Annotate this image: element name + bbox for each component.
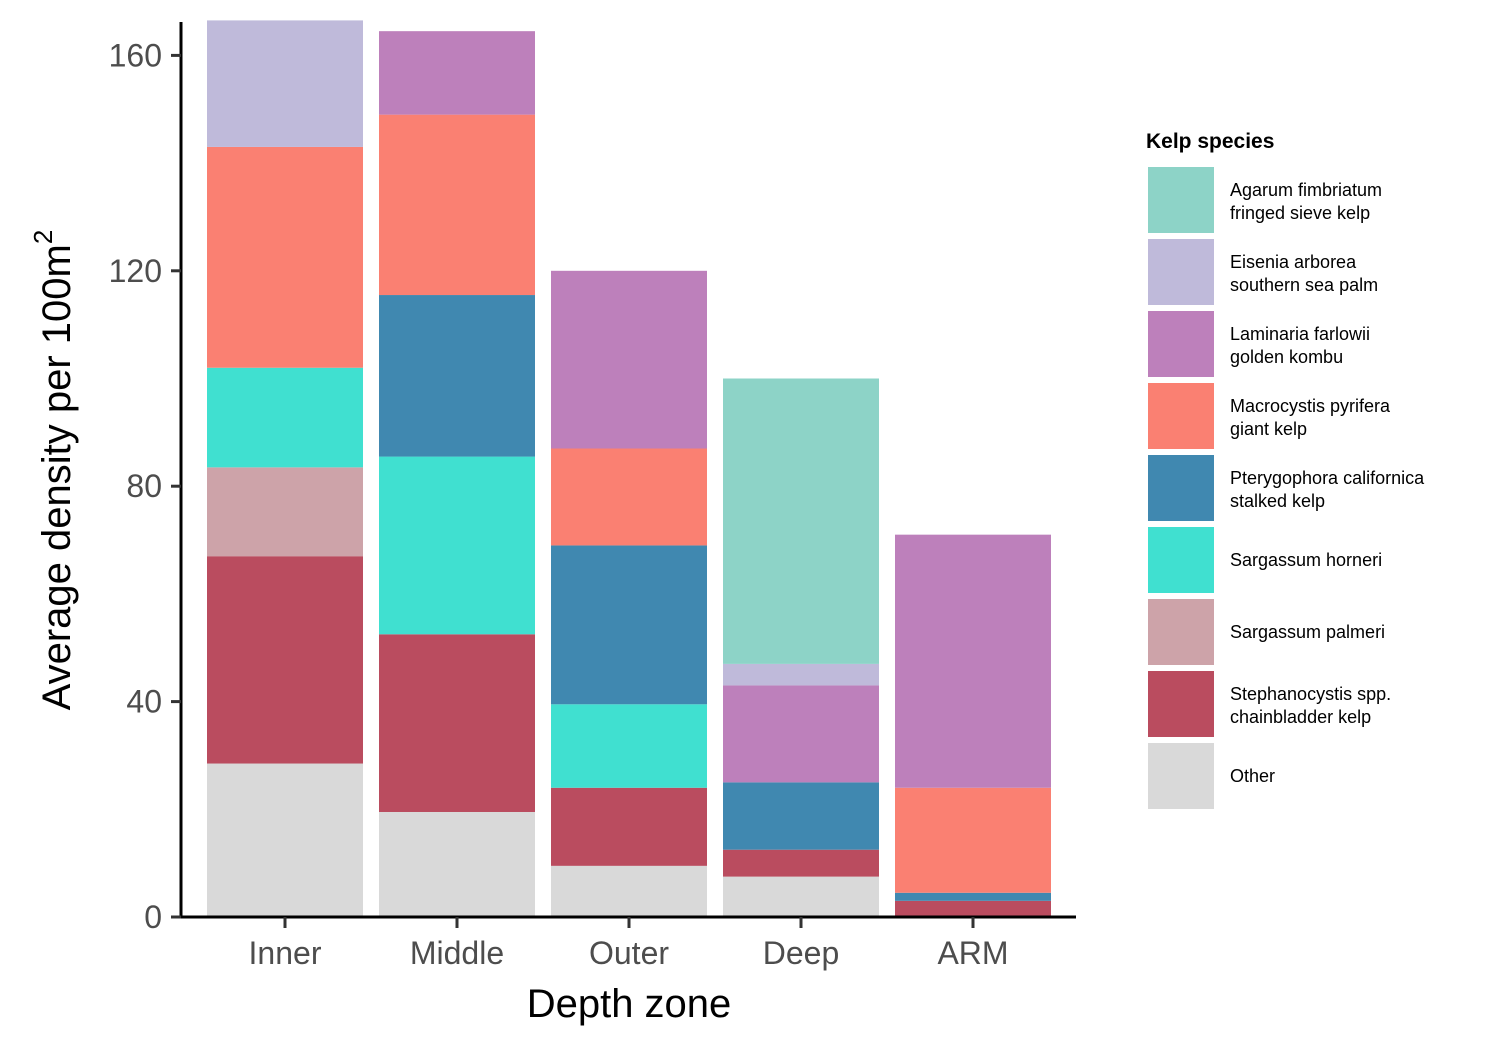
bar-segment (379, 114, 535, 296)
bar-segment (551, 787, 707, 866)
legend: Kelp species Agarum fimbriatum fringed si… (1146, 130, 1425, 809)
legend-label: Sargassum horneri (1230, 550, 1382, 570)
legend-label-line1: Stephanocystis spp. (1230, 684, 1391, 704)
y-tick-label: 40 (126, 684, 162, 720)
bars-layer (207, 20, 1051, 917)
legend-item: Macrocystis pyrifera giant kelp (1148, 383, 1391, 449)
y-axis-title: Average density per 100m2 (28, 230, 79, 711)
legend-label: Other (1230, 766, 1275, 786)
legend-label-line1: Agarum fimbriatum (1230, 180, 1382, 200)
legend-label-line1: Pterygophora californica (1230, 468, 1425, 488)
bar-segment (551, 545, 707, 705)
bar-segment (207, 763, 363, 917)
bar-segment (895, 892, 1051, 901)
bar-segment (895, 534, 1051, 788)
legend-item: Sargassum horneri (1148, 527, 1382, 593)
legend-label-line2: fringed sieve kelp (1230, 203, 1370, 223)
bar-segment (551, 270, 707, 449)
x-tick-label: Deep (763, 935, 840, 971)
bar-segment (207, 146, 363, 368)
legend-item: Sargassum palmeri (1148, 599, 1385, 665)
legend-item: Stephanocystis spp. chainbladder kelp (1148, 671, 1391, 737)
x-axis-title: Depth zone (527, 982, 732, 1026)
x-tick-label: Inner (249, 935, 322, 971)
y-tick-label: 0 (144, 899, 162, 935)
bar-segment (551, 704, 707, 788)
legend-key (1148, 671, 1214, 737)
bar-segment (379, 634, 535, 812)
bar-segment (551, 865, 707, 917)
legend-item: Laminaria farlowii golden kombu (1148, 311, 1370, 377)
legend-label-line2: southern sea palm (1230, 275, 1378, 295)
bar-segment (895, 900, 1051, 917)
legend-label-line2: giant kelp (1230, 419, 1307, 439)
bar-segment (379, 811, 535, 917)
y-tick-label: 120 (109, 253, 162, 289)
legend-key (1148, 599, 1214, 665)
legend-label-line2: stalked kelp (1230, 491, 1325, 511)
y-tick-label: 160 (109, 37, 162, 73)
axes-layer (171, 22, 1076, 919)
bar-segment (723, 782, 879, 850)
x-tick-label: Outer (589, 935, 669, 971)
bar-segment (379, 31, 535, 115)
y-ticks: 0 40 80 120 160 (109, 37, 181, 935)
bar-segment (207, 367, 363, 468)
bar-segment (723, 378, 879, 664)
legend-item: Eisenia arborea southern sea palm (1148, 239, 1378, 305)
legend-item: Pterygophora californica stalked kelp (1148, 455, 1425, 521)
x-tick-label: Middle (410, 935, 504, 971)
y-axis-title-superscript: 2 (28, 230, 58, 244)
bar-segment (895, 787, 1051, 893)
legend-key (1148, 311, 1214, 377)
x-tick-label: ARM (937, 935, 1008, 971)
legend-key (1148, 455, 1214, 521)
bar-segment (723, 663, 879, 686)
legend-key (1148, 239, 1214, 305)
bar-segment (207, 20, 363, 147)
legend-item: Other (1148, 743, 1275, 809)
legend-title: Kelp species (1146, 130, 1274, 153)
legend-key (1148, 167, 1214, 233)
y-axis-title-main: Average density per 100m (35, 244, 79, 710)
legend-item: Agarum fimbriatum fringed sieve kelp (1148, 167, 1382, 233)
bar-segment (207, 467, 363, 557)
y-tick-label: 80 (126, 468, 162, 504)
legend-label-line2: golden kombu (1230, 347, 1343, 367)
x-ticks: Inner Middle Outer Deep ARM (249, 917, 1009, 971)
legend-label: Sargassum palmeri (1230, 622, 1385, 642)
bar-segment (379, 456, 535, 635)
legend-label-line1: Eisenia arborea (1230, 252, 1357, 272)
legend-label-line1: Macrocystis pyrifera (1230, 396, 1391, 416)
legend-key (1148, 743, 1214, 809)
bar-segment (379, 295, 535, 457)
bar-segment (723, 685, 879, 783)
legend-label-line2: chainbladder kelp (1230, 707, 1371, 727)
legend-key (1148, 383, 1214, 449)
bar-segment (723, 876, 879, 917)
legend-key (1148, 527, 1214, 593)
bar-segment (551, 448, 707, 546)
bar-segment (723, 849, 879, 877)
legend-label-line1: Laminaria farlowii (1230, 324, 1370, 344)
bar-segment (207, 556, 363, 764)
